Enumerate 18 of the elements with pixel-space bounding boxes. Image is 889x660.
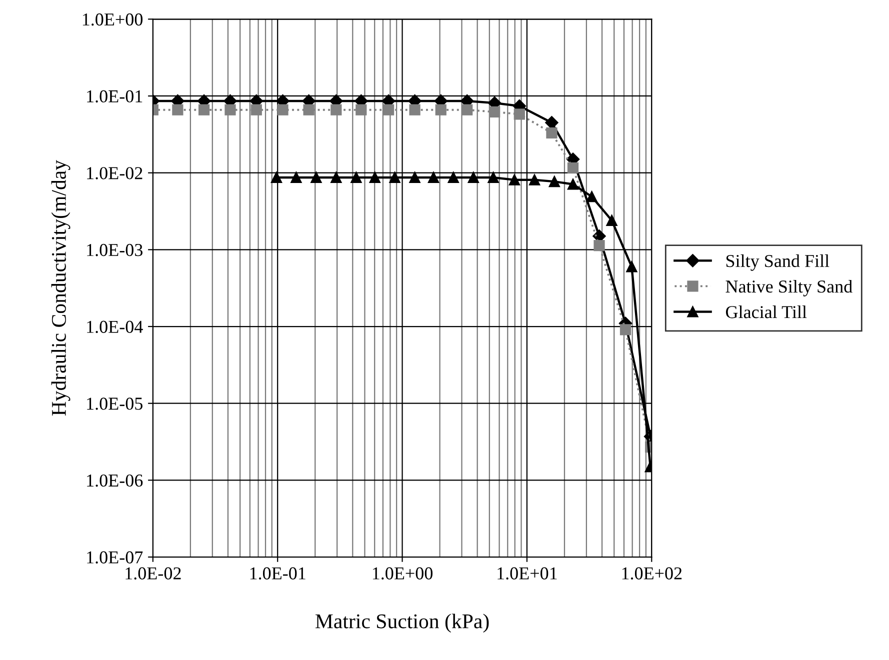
y-tick-label: 1.0E-07	[87, 551, 143, 564]
y-tick-label: 1.0E-04	[87, 320, 143, 334]
y-tick-label: 1.0E+00	[82, 13, 142, 26]
x-tick-label: 1.0E+02	[622, 567, 682, 580]
x-tick-label: 1.0E-01	[250, 567, 306, 580]
y-tick-label: 1.0E-06	[87, 474, 143, 487]
y-tick-label: 1.0E-05	[87, 398, 142, 410]
x-tick-label: 1.0E-02	[126, 567, 181, 580]
y-axis-title: Hydraulic Conductivity(m/day	[51, 160, 70, 416]
x-tick-label: 1.0E+00	[372, 567, 433, 580]
y-tick-label: 1.0E-01	[87, 90, 142, 103]
legend-label: Glacial Till	[726, 306, 807, 318]
x-axis-title: Matric Suction (kPa)	[316, 614, 489, 633]
legend-label: Silty Sand Fill	[726, 254, 830, 271]
y-tick-label: 1.0E-02	[87, 167, 142, 180]
y-tick-label: 1.0E-03	[87, 244, 142, 256]
legend-label: Native Silty Sand	[726, 280, 852, 296]
x-tick-label: 1.0E+01	[498, 567, 557, 580]
